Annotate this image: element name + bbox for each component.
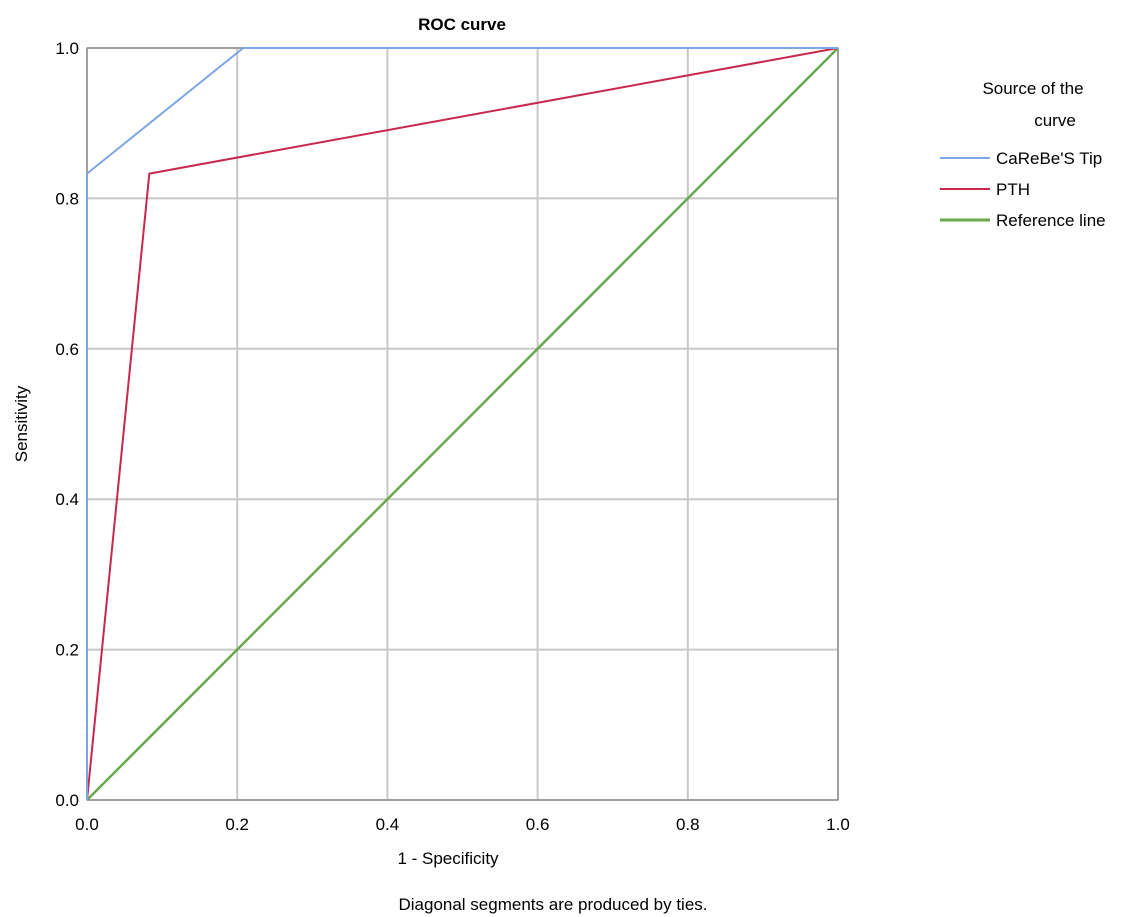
x-tick-label: 0.4	[376, 815, 400, 834]
legend-items: CaReBe'S Tip PTH Reference line	[940, 149, 1106, 230]
y-tick-label: 1.0	[55, 39, 79, 58]
tick-labels: 0.0 0.2 0.4 0.6 0.8 1.0 0.0 0.2 0.4 0.6 0.8 1.0	[55, 39, 849, 834]
footnote: Diagonal segments are produced by ties.	[398, 895, 707, 914]
legend-label: CaReBe'S Tip	[996, 149, 1102, 168]
y-tick-label: 0.4	[55, 490, 79, 509]
x-tick-label: 0.6	[526, 815, 550, 834]
y-tick-label: 0.6	[55, 340, 79, 359]
y-axis-label: Sensitivity	[12, 385, 31, 462]
legend: Source of the curve CaReBe'S Tip PTH Refer…	[940, 79, 1106, 230]
series-line-2	[86, 47, 839, 801]
legend-label: PTH	[996, 180, 1030, 199]
x-tick-label: 0.8	[676, 815, 700, 834]
x-axis-label: 1 - Specificity	[397, 849, 499, 868]
x-tick-label: 0.2	[225, 815, 249, 834]
y-tick-label: 0.0	[55, 791, 79, 810]
x-tick-label: 0.0	[75, 815, 99, 834]
y-tick-label: 0.8	[55, 189, 79, 208]
legend-title-line2: curve	[1034, 111, 1076, 130]
y-tick-label: 0.2	[55, 641, 79, 660]
series-line-0	[86, 47, 838, 800]
legend-label: Reference line	[996, 211, 1106, 230]
x-tick-label: 1.0	[826, 815, 850, 834]
chart-title: ROC curve	[418, 15, 506, 34]
series-layer	[86, 47, 839, 801]
legend-title-line1: Source of the	[982, 79, 1083, 98]
series-line-1	[86, 47, 839, 801]
